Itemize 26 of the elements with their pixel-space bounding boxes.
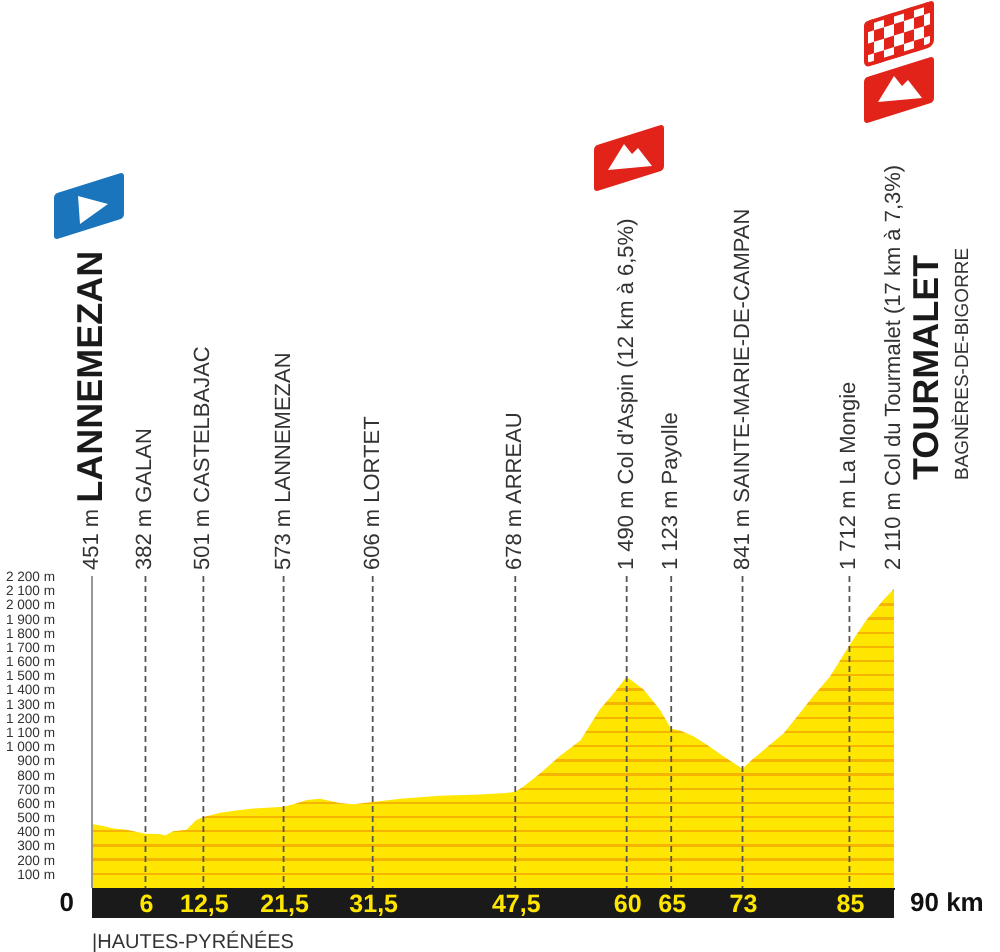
ref-line-label: 451 m <box>80 508 104 570</box>
ref-line-label: 678 m ARREAU <box>503 412 528 570</box>
x-tick-label: 47,5 <box>491 890 541 918</box>
text: 2 110 m Col du Tourmalet (17 km à 7,3%) <box>882 164 906 570</box>
ref-line-label: 1 123 m Payolle <box>659 412 684 570</box>
text: 0 <box>59 887 74 917</box>
text: |HAUTES-PYRÉNÉES <box>92 930 295 952</box>
x-tick-label: 60 <box>613 890 642 918</box>
x-tick-label: 31,5 <box>349 890 399 918</box>
x-tick-label: 12,5 <box>180 890 229 918</box>
ref-line-label: 606 m LORTET <box>360 415 385 570</box>
text: LANNEMEZAN <box>70 250 110 503</box>
ref-line-label: 573 m LANNEMEZAN <box>271 352 296 570</box>
x-tick-label: 6 <box>139 890 154 918</box>
x-tick-label: 73 <box>729 890 758 918</box>
ref-line-label: 1 712 m La Mongie <box>837 381 862 570</box>
ref-line-label: 501 m CASTELBAJAC <box>191 346 216 570</box>
text: BAGNÈRES-DE-BIGORRE <box>950 247 974 480</box>
ref-line-label: 382 m GALAN <box>133 428 158 570</box>
ref-line-label: 841 m SAINTE-MARIE-DE-CAMPAN <box>730 208 755 570</box>
text: 90 km <box>910 887 984 917</box>
text: TOURMALET <box>906 254 946 480</box>
x-tick-label: 65 <box>658 890 687 918</box>
x-tick-label: 85 <box>836 890 865 918</box>
x-tick-label: 21,5 <box>260 890 309 918</box>
ref-line-label: 1 490 m Col d'Aspin (12 km à 6,5%) <box>614 218 639 570</box>
